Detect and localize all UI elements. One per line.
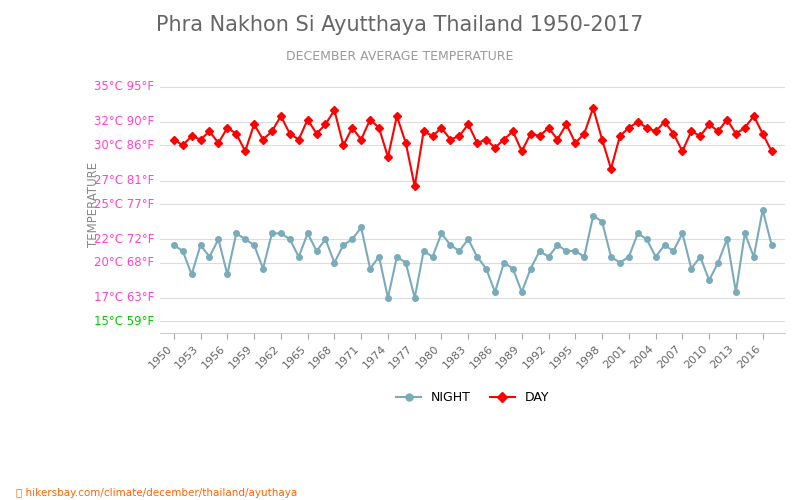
DAY xyxy=(410,184,419,190)
Text: DECEMBER AVERAGE TEMPERATURE: DECEMBER AVERAGE TEMPERATURE xyxy=(286,50,514,63)
NIGHT xyxy=(606,254,616,260)
DAY xyxy=(169,136,178,142)
DAY xyxy=(714,128,723,134)
DAY xyxy=(615,133,625,139)
DAY xyxy=(588,105,598,111)
Text: 30°C 86°F: 30°C 86°F xyxy=(94,139,154,152)
Text: 15°C 59°F: 15°C 59°F xyxy=(94,315,154,328)
Text: 27°C 81°F: 27°C 81°F xyxy=(94,174,154,187)
NIGHT xyxy=(651,254,661,260)
DAY xyxy=(660,119,670,125)
Text: 35°C 95°F: 35°C 95°F xyxy=(94,80,154,93)
NIGHT xyxy=(758,207,767,213)
Line: NIGHT: NIGHT xyxy=(171,207,774,300)
Text: 📍 hikersbay.com/climate/december/thailand/ayuthaya: 📍 hikersbay.com/climate/december/thailan… xyxy=(16,488,298,498)
Y-axis label: TEMPERATURE: TEMPERATURE xyxy=(87,162,100,246)
Text: 20°C 68°F: 20°C 68°F xyxy=(94,256,154,269)
Text: 32°C 90°F: 32°C 90°F xyxy=(94,116,154,128)
NIGHT xyxy=(169,242,178,248)
DAY xyxy=(731,130,741,136)
NIGHT xyxy=(767,242,777,248)
Text: 17°C 63°F: 17°C 63°F xyxy=(94,292,154,304)
Text: Phra Nakhon Si Ayutthaya Thailand 1950-2017: Phra Nakhon Si Ayutthaya Thailand 1950-2… xyxy=(156,15,644,35)
NIGHT xyxy=(714,260,723,266)
Text: 22°C 72°F: 22°C 72°F xyxy=(94,232,154,245)
Line: DAY: DAY xyxy=(171,105,774,189)
DAY xyxy=(722,116,732,122)
DAY xyxy=(767,148,777,154)
NIGHT xyxy=(579,254,589,260)
NIGHT xyxy=(722,236,732,242)
Legend: NIGHT, DAY: NIGHT, DAY xyxy=(391,386,554,409)
DAY xyxy=(579,130,589,136)
NIGHT xyxy=(383,295,393,301)
NIGHT xyxy=(704,278,714,283)
Text: 25°C 77°F: 25°C 77°F xyxy=(94,198,154,210)
